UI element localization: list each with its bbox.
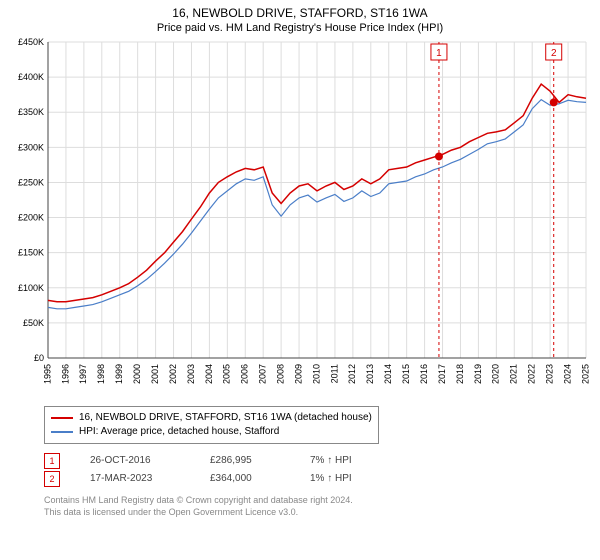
sale-date: 17-MAR-2023 — [90, 470, 180, 488]
svg-text:1998: 1998 — [96, 364, 106, 384]
svg-text:1: 1 — [436, 48, 442, 59]
footer-line: This data is licensed under the Open Gov… — [44, 506, 600, 518]
svg-text:2002: 2002 — [168, 364, 178, 384]
legend-row: HPI: Average price, detached house, Staf… — [51, 425, 372, 439]
legend-row: 16, NEWBOLD DRIVE, STAFFORD, ST16 1WA (d… — [51, 411, 372, 425]
svg-text:£50K: £50K — [23, 318, 44, 328]
svg-text:2007: 2007 — [258, 364, 268, 384]
svg-text:2015: 2015 — [401, 364, 411, 384]
svg-text:1996: 1996 — [60, 364, 70, 384]
svg-text:£100K: £100K — [18, 283, 44, 293]
svg-text:2001: 2001 — [150, 364, 160, 384]
svg-text:2010: 2010 — [311, 364, 321, 384]
svg-text:2018: 2018 — [455, 364, 465, 384]
svg-text:2006: 2006 — [240, 364, 250, 384]
svg-text:2024: 2024 — [562, 364, 572, 384]
svg-text:£450K: £450K — [18, 38, 44, 47]
svg-text:£150K: £150K — [18, 248, 44, 258]
svg-text:£250K: £250K — [18, 177, 44, 187]
svg-text:2020: 2020 — [491, 364, 501, 384]
svg-text:2016: 2016 — [419, 364, 429, 384]
legend-label: 16, NEWBOLD DRIVE, STAFFORD, ST16 1WA (d… — [79, 411, 372, 425]
legend: 16, NEWBOLD DRIVE, STAFFORD, ST16 1WA (d… — [44, 406, 379, 444]
sale-date: 26-OCT-2016 — [90, 452, 180, 470]
svg-text:2011: 2011 — [329, 364, 339, 383]
svg-text:2012: 2012 — [347, 364, 357, 384]
svg-text:2: 2 — [551, 48, 557, 59]
svg-text:1997: 1997 — [78, 364, 88, 384]
svg-text:2013: 2013 — [365, 364, 375, 384]
svg-text:2008: 2008 — [276, 364, 286, 384]
svg-text:2004: 2004 — [204, 364, 214, 384]
legend-label: HPI: Average price, detached house, Staf… — [79, 425, 279, 439]
svg-text:2005: 2005 — [222, 364, 232, 384]
svg-text:2003: 2003 — [186, 364, 196, 384]
legend-swatch-hpi — [51, 431, 73, 433]
footer: Contains HM Land Registry data © Crown c… — [44, 494, 600, 518]
sale-price: £286,995 — [210, 452, 280, 470]
svg-text:2017: 2017 — [437, 364, 447, 384]
svg-text:£200K: £200K — [18, 213, 44, 223]
line-chart: £0 £50K £100K £150K £200K £250K £300K £350K £400… — [8, 38, 592, 398]
sale-price: £364,000 — [210, 470, 280, 488]
sale-diff: 1% ↑ HPI — [310, 470, 410, 488]
svg-text:£0: £0 — [34, 353, 44, 363]
sale-badge-icon: 1 — [44, 453, 60, 469]
svg-text:1995: 1995 — [42, 364, 52, 384]
page-subtitle: Price paid vs. HM Land Registry's House … — [0, 20, 600, 38]
svg-text:2021: 2021 — [509, 364, 519, 384]
svg-text:£300K: £300K — [18, 142, 44, 152]
sale-row: 2 17-MAR-2023 £364,000 1% ↑ HPI — [44, 470, 600, 488]
sales-table: 1 26-OCT-2016 £286,995 7% ↑ HPI 2 17-MAR… — [44, 452, 600, 488]
chart-container: 16, NEWBOLD DRIVE, STAFFORD, ST16 1WA Pr… — [0, 0, 600, 560]
sale-row: 1 26-OCT-2016 £286,995 7% ↑ HPI — [44, 452, 600, 470]
svg-text:2025: 2025 — [580, 364, 590, 384]
svg-text:2022: 2022 — [527, 364, 537, 384]
chart-area: £0 £50K £100K £150K £200K £250K £300K £350K £400… — [8, 38, 592, 398]
footer-line: Contains HM Land Registry data © Crown c… — [44, 494, 600, 506]
svg-text:2023: 2023 — [545, 364, 555, 384]
svg-text:£350K: £350K — [18, 107, 44, 117]
svg-text:2009: 2009 — [293, 364, 303, 384]
svg-text:2019: 2019 — [473, 364, 483, 384]
page-title: 16, NEWBOLD DRIVE, STAFFORD, ST16 1WA — [0, 0, 600, 20]
svg-text:1999: 1999 — [114, 364, 124, 384]
sale-diff: 7% ↑ HPI — [310, 452, 410, 470]
svg-text:2014: 2014 — [383, 364, 393, 384]
svg-text:£400K: £400K — [18, 72, 44, 82]
legend-swatch-property — [51, 417, 73, 419]
sale-badge-icon: 2 — [44, 471, 60, 487]
svg-text:2000: 2000 — [132, 364, 142, 384]
